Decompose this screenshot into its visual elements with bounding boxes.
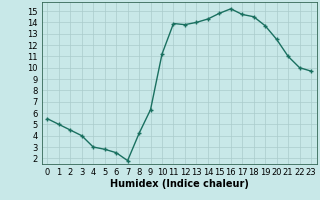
X-axis label: Humidex (Indice chaleur): Humidex (Indice chaleur): [110, 179, 249, 189]
